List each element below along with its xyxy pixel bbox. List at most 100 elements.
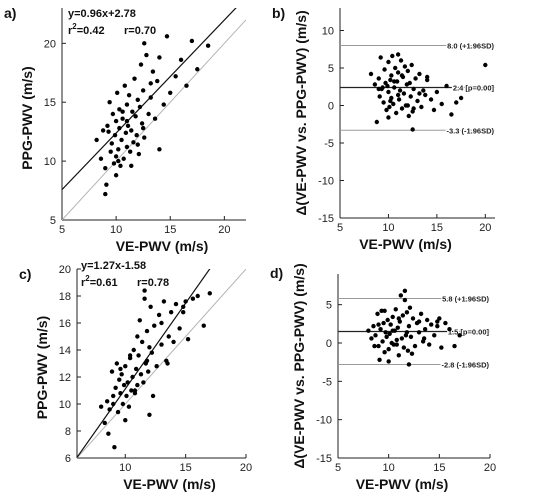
scatter-point bbox=[381, 320, 386, 326]
scatter-point bbox=[124, 102, 130, 107]
scatter-point bbox=[100, 128, 106, 133]
y-tick-label: 8 bbox=[65, 426, 71, 438]
y-tick-label: 0 bbox=[326, 338, 332, 350]
scatter-point bbox=[144, 52, 149, 58]
scatter-point bbox=[135, 382, 140, 388]
scatter-point bbox=[388, 77, 393, 83]
y-tick-label: 10 bbox=[322, 26, 334, 38]
scatter-point bbox=[142, 135, 147, 140]
scatter-point bbox=[396, 97, 402, 102]
scatter-point bbox=[111, 161, 117, 166]
scatter-point bbox=[123, 130, 129, 136]
scatter-point bbox=[141, 380, 146, 385]
scatter-point bbox=[421, 88, 426, 93]
scatter-point bbox=[405, 348, 411, 353]
scatter-point bbox=[386, 59, 391, 65]
y-tick-label: -15 bbox=[318, 213, 334, 225]
scatter-point bbox=[181, 304, 186, 309]
scatter-point bbox=[129, 163, 134, 169]
scatter-point bbox=[402, 64, 408, 69]
scatter-point bbox=[398, 293, 404, 298]
scatter-point bbox=[417, 91, 422, 96]
mean-difference-line-label: 1.5 [p=0.00] bbox=[448, 328, 490, 337]
scatter-point bbox=[112, 445, 117, 450]
scatter-point bbox=[121, 156, 126, 161]
scatter-point bbox=[120, 109, 125, 114]
scatter-point bbox=[374, 119, 380, 125]
scatter-point bbox=[195, 293, 200, 299]
scatter-point bbox=[142, 288, 147, 293]
r-squared-label: r2=0.61 bbox=[81, 274, 118, 289]
scatter-point bbox=[117, 125, 122, 131]
scatter-point bbox=[405, 68, 411, 74]
scatter-point bbox=[154, 364, 159, 369]
scatter-point bbox=[117, 107, 122, 112]
scatter-point bbox=[113, 118, 119, 124]
scatter-point bbox=[177, 326, 182, 331]
upper-limit-line-label: 5.8 (+1.96SD) bbox=[442, 295, 489, 304]
scatter-point bbox=[173, 301, 179, 307]
scatter-point bbox=[443, 320, 448, 326]
scatter-point bbox=[105, 123, 110, 128]
scatter-point bbox=[138, 62, 144, 67]
scatter-point bbox=[372, 343, 377, 349]
scatter-point bbox=[110, 111, 116, 117]
scatter-point bbox=[421, 336, 427, 341]
scatter-point bbox=[133, 114, 138, 119]
scatter-point bbox=[136, 353, 141, 358]
scatter-point bbox=[161, 299, 167, 304]
scatter-point bbox=[161, 102, 166, 107]
scatter-point bbox=[399, 73, 405, 78]
scatter-point bbox=[376, 343, 381, 349]
scatter-point bbox=[432, 333, 437, 338]
reference-lines bbox=[77, 269, 246, 458]
scatter-point bbox=[380, 339, 385, 344]
scatter-point bbox=[122, 83, 127, 88]
scatter-point bbox=[201, 323, 206, 328]
scatter-point bbox=[401, 345, 407, 350]
panel-d: d) 5 10 15 20 -15 -10 -5 0 5 VE-PWV (m/s) Δ(VE-PWV … bbox=[270, 263, 496, 492]
scatter-point bbox=[116, 158, 121, 164]
y-axis-title: PPG-PWV (m/s) bbox=[34, 316, 50, 419]
scatter-point bbox=[449, 112, 454, 117]
scatter-point bbox=[380, 85, 385, 90]
scatter-point bbox=[407, 305, 413, 310]
scatter-point bbox=[126, 92, 132, 98]
scatter-point bbox=[142, 296, 147, 301]
x-tick-label: 20 bbox=[484, 462, 496, 474]
scatter-point bbox=[394, 342, 399, 347]
y-tick-label: 0 bbox=[328, 101, 334, 113]
scatter-point bbox=[390, 314, 395, 320]
scatter-point bbox=[382, 67, 387, 72]
scatter-point bbox=[148, 95, 153, 100]
panel-b: b) 5 10 15 20 -15 -10 -5 0 5 10 VE-PWV (m/s) Δ(VE-PW… bbox=[272, 5, 496, 252]
scatter-point bbox=[150, 393, 156, 399]
scatter-point bbox=[130, 109, 135, 114]
scatter-point bbox=[98, 156, 104, 161]
scatter-point bbox=[146, 369, 151, 374]
scatter-point bbox=[376, 76, 381, 81]
x-tick-label: 15 bbox=[164, 224, 176, 236]
regression-line bbox=[62, 8, 237, 191]
scatter-point bbox=[411, 86, 416, 92]
scatter-point bbox=[124, 118, 130, 124]
scatter-point bbox=[107, 100, 112, 105]
scatter-point bbox=[104, 182, 109, 187]
scatter-point bbox=[137, 318, 142, 323]
scatter-point bbox=[136, 151, 142, 157]
scatter-point bbox=[181, 310, 186, 315]
scatter-point bbox=[131, 140, 136, 145]
scatter-point bbox=[418, 311, 424, 317]
y-tick-label: -15 bbox=[316, 453, 332, 465]
scatter-point bbox=[116, 147, 121, 152]
scatter-point bbox=[118, 366, 123, 372]
scatter-point bbox=[376, 86, 381, 92]
scatter-point bbox=[144, 358, 150, 363]
scatter-point bbox=[411, 106, 416, 111]
scatter-point bbox=[393, 65, 398, 71]
scatter-point bbox=[399, 106, 405, 111]
y-tick-label: 5 bbox=[326, 300, 332, 312]
panel-label: b) bbox=[272, 5, 285, 21]
scatter-point bbox=[127, 149, 133, 154]
